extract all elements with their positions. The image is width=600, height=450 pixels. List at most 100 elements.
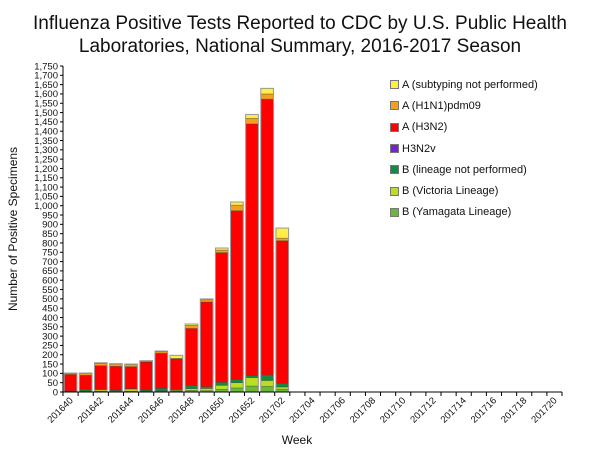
bar-segment — [260, 88, 274, 95]
legend-item: A (subtyping not performed) — [390, 74, 538, 95]
legend-item: B (lineage not performed) — [390, 159, 538, 180]
x-tick-label: 201646 — [136, 395, 166, 425]
y-tick-label: 400 — [42, 313, 58, 324]
bar-segment — [215, 249, 229, 253]
legend-label: A (H3N2) — [402, 121, 448, 134]
y-tick-label: 50 — [47, 378, 58, 389]
legend-item: B (Victoria Lineage) — [390, 180, 538, 201]
bar-stack-201650 — [214, 247, 229, 393]
bars — [63, 87, 290, 393]
bar-segment — [79, 374, 93, 390]
y-tick-label: 0 — [53, 387, 58, 398]
y-axis: 0501001502002503003504004505005506006507… — [34, 61, 64, 398]
bar-segment — [109, 363, 123, 367]
bar-segment — [184, 384, 199, 389]
bar-segment — [200, 388, 214, 391]
y-tick-label: 700 — [42, 257, 58, 268]
y-tick-label: 600 — [42, 276, 58, 287]
bar-segment — [154, 352, 168, 389]
y-tick-label: 300 — [42, 331, 58, 342]
x-tick-label: 201640 — [45, 395, 75, 425]
bar-stack-201647 — [169, 354, 184, 393]
bar-segment — [245, 377, 259, 387]
bar-segment — [109, 365, 123, 391]
legend-swatch — [390, 144, 399, 154]
bar-segment — [230, 382, 244, 389]
x-tick-label: 201650 — [197, 395, 227, 425]
y-tick-label: 750 — [42, 248, 58, 259]
y-tick-label: 1,750 — [34, 61, 58, 72]
x-tick-label: 201720 — [529, 395, 559, 425]
legend-item: H3N2v — [390, 138, 538, 159]
x-axis-title: Week — [282, 433, 313, 447]
bar-stack-201701 — [260, 87, 274, 393]
x-tick-label: 201718 — [499, 395, 529, 425]
y-tick-label: 1,350 — [34, 136, 58, 147]
legend-swatch — [390, 80, 399, 90]
y-tick-label: 1,100 — [34, 182, 58, 193]
bar-segment — [215, 384, 229, 390]
bar-segment — [230, 387, 244, 393]
x-tick-label: 201706 — [318, 395, 348, 425]
y-axis-title: Number of Positive Specimens — [6, 147, 20, 311]
bar-segment — [245, 123, 259, 376]
bar-stack-201652 — [245, 113, 259, 393]
y-tick-label: 1,600 — [34, 89, 58, 100]
bar-segment — [260, 380, 274, 387]
legend-label: B (lineage not performed) — [402, 163, 527, 176]
y-tick-label: 1,250 — [34, 154, 58, 165]
y-tick-label: 650 — [42, 266, 58, 277]
bar-stack-201651 — [230, 201, 244, 393]
x-axis: 201640 201642 201644 201646 201648 201650 2016… — [45, 391, 563, 426]
y-tick-label: 550 — [42, 285, 58, 296]
bar-segment — [139, 361, 153, 391]
bar-segment — [275, 386, 289, 390]
y-tick-label: 1,150 — [34, 173, 58, 184]
bar-segment — [260, 93, 274, 100]
bar-segment — [230, 204, 244, 212]
x-tick-label: 201648 — [166, 395, 196, 425]
legend-item: A (H1N1)pdm09 — [390, 95, 538, 116]
y-tick-label: 1,200 — [34, 164, 58, 175]
bar-stack-201648 — [184, 323, 199, 393]
bar-segment — [215, 252, 229, 383]
y-tick-label: 1,000 — [34, 201, 58, 212]
legend: A (subtyping not performed) A (H1N1)pdm09… — [390, 74, 538, 223]
bar-stack-201643 — [109, 363, 123, 393]
y-tick-label: 1,700 — [34, 71, 58, 82]
bar-segment — [275, 227, 289, 239]
y-tick-label: 500 — [42, 294, 58, 305]
bar-segment — [260, 374, 274, 381]
bar-segment — [245, 375, 259, 378]
bar-segment — [184, 325, 199, 329]
bar-segment — [124, 388, 138, 392]
y-tick-label: 100 — [42, 369, 58, 380]
y-tick-label: 950 — [42, 210, 58, 221]
bar-segment — [184, 328, 199, 386]
x-tick-label: 201710 — [378, 395, 408, 425]
legend-item: B (Yamagata Lineage) — [390, 202, 538, 223]
bar-segment — [200, 301, 214, 387]
x-tick-label: 201704 — [287, 395, 317, 425]
bar-segment — [230, 379, 244, 383]
legend-swatch — [390, 122, 399, 132]
chart-title-line-2: Laboratories, National Summary, 2016-201… — [78, 36, 522, 57]
y-tick-label: 350 — [42, 322, 58, 333]
bar-segment — [63, 374, 78, 392]
legend-swatch — [390, 165, 399, 175]
y-tick-label: 250 — [42, 341, 58, 352]
bar-segment — [169, 358, 184, 390]
bar-segment — [94, 365, 108, 390]
legend-swatch — [390, 207, 399, 217]
y-tick-label: 1,650 — [34, 80, 58, 91]
bar-segment — [124, 364, 138, 367]
bar-segment — [94, 363, 108, 367]
legend-label: A (subtyping not performed) — [402, 78, 538, 91]
y-tick-label: 800 — [42, 238, 58, 249]
y-tick-label: 200 — [42, 350, 58, 361]
chart-title-line-1: Influenza Positive Tests Reported to CDC… — [32, 13, 567, 34]
bar-segment — [154, 387, 168, 391]
legend-swatch — [390, 186, 399, 196]
x-tick-label: 201708 — [348, 395, 378, 425]
